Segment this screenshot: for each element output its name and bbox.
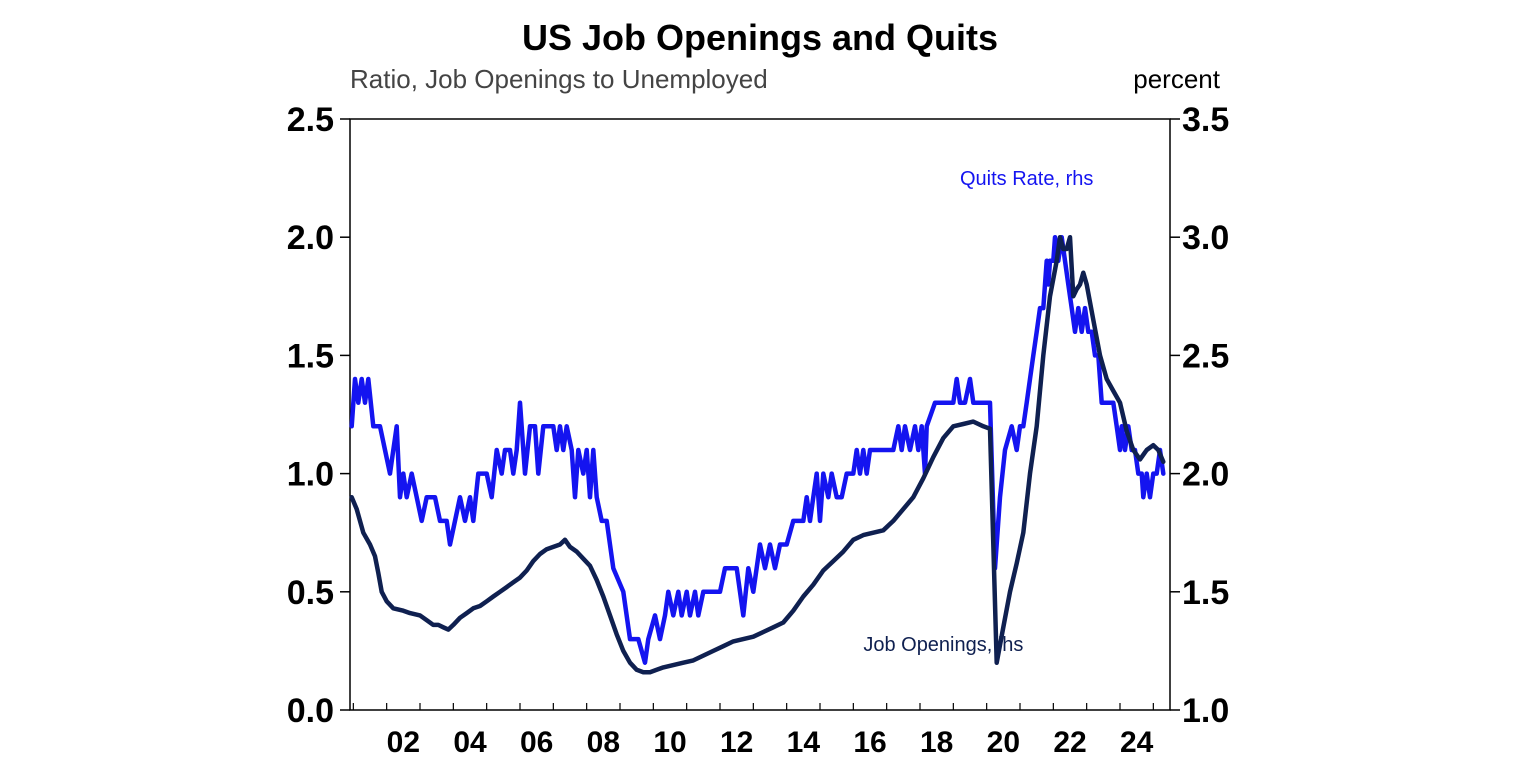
y-left-tick-label: 2.5 xyxy=(287,101,334,139)
y-left-tick-label: 1.0 xyxy=(287,456,334,494)
series-layer xyxy=(349,234,1166,675)
y-right-tick-label: 2.0 xyxy=(1182,456,1229,494)
x-axis: 02 04 06 08 10 12 14 16 18 20 22 24 xyxy=(352,703,1154,759)
x-tick-label: 04 xyxy=(453,726,487,759)
annotations: Quits Rate, rhs Job Openings, lhs xyxy=(863,168,1093,656)
series-line-quits-rate xyxy=(349,234,1166,665)
series-label: Quits Rate, rhs xyxy=(960,168,1093,190)
y-axis-left: 0.0 0.5 1.0 1.5 2.0 2.5 xyxy=(287,101,350,730)
x-tick-label: 16 xyxy=(853,726,886,759)
series-line-job-openings xyxy=(349,234,1166,675)
y-left-tick-label: 1.5 xyxy=(287,337,334,375)
x-tick-label: 08 xyxy=(587,726,620,759)
y-right-tick-label: 1.0 xyxy=(1182,692,1229,730)
y-right-tick-label: 3.5 xyxy=(1182,101,1229,139)
series-label: Job Openings, lhs xyxy=(863,634,1023,656)
x-tick-label: 20 xyxy=(987,726,1020,759)
y-left-tick-label: 0.5 xyxy=(287,574,334,612)
y-right-tick-label: 3.0 xyxy=(1182,219,1229,257)
x-tick-label: 02 xyxy=(387,726,420,759)
y-axis-left-label: Ratio, Job Openings to Unemployed xyxy=(350,64,768,94)
chart-title: US Job Openings and Quits xyxy=(522,17,998,58)
y-left-tick-label: 0.0 xyxy=(287,692,334,730)
plot-frame xyxy=(349,118,1171,711)
x-tick-label: 22 xyxy=(1053,726,1086,759)
x-tick-label: 10 xyxy=(653,726,686,759)
x-tick-label: 12 xyxy=(720,726,753,759)
x-tick-label: 18 xyxy=(920,726,953,759)
x-tick-label: 24 xyxy=(1120,726,1154,759)
y-right-tick-label: 1.5 xyxy=(1182,574,1229,612)
y-right-tick-label: 2.5 xyxy=(1182,337,1229,375)
y-left-tick-label: 2.0 xyxy=(287,219,334,257)
x-tick-label: 06 xyxy=(520,726,553,759)
y-axis-right: 1.0 1.5 2.0 2.5 3.0 3.5 xyxy=(1170,101,1229,730)
x-tick-label: 14 xyxy=(787,726,821,759)
y-axis-right-label: percent xyxy=(1133,64,1220,94)
